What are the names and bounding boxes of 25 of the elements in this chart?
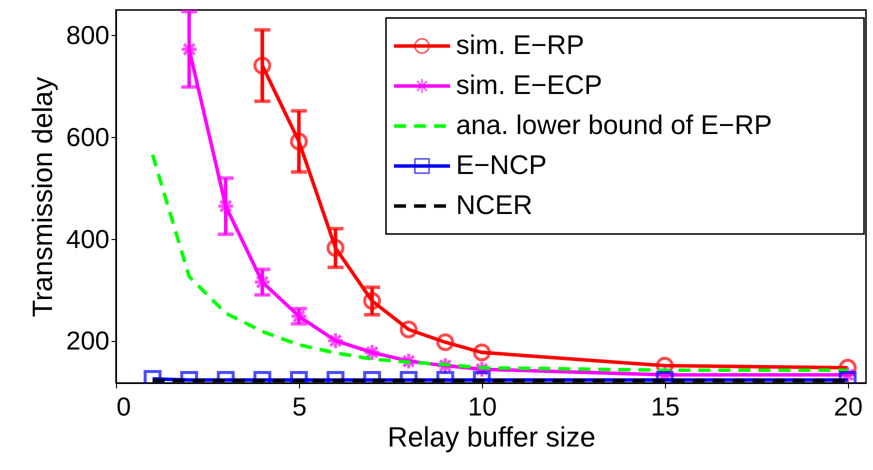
point: [472, 344, 491, 362]
x-tick-label: 5: [292, 392, 307, 422]
x-tick-label: 10: [468, 392, 497, 422]
legend-label: NCER: [456, 190, 533, 220]
x-axis-title: Relay buffer size: [387, 422, 596, 452]
y-tick-label: 600: [66, 122, 110, 152]
legend-label: sim. E−RP: [456, 30, 584, 60]
y-tick-label: 800: [66, 20, 110, 50]
x-tick-label: 0: [116, 392, 131, 422]
legend-label: E−NCP: [456, 150, 547, 180]
point: [436, 333, 454, 352]
point: [326, 239, 344, 257]
point: [400, 320, 418, 338]
y-axis-title: Transmission delay: [27, 76, 58, 318]
point: [326, 332, 344, 350]
point: [363, 344, 382, 362]
point: [363, 292, 382, 310]
y-tick-label: 200: [66, 326, 110, 356]
point: [290, 132, 308, 150]
y-tick-label: 400: [66, 224, 110, 254]
x-tick-label: 15: [650, 392, 680, 422]
legend-label: ana. lower bound of E−RP: [456, 110, 772, 140]
legend-label: sim. E−ECP: [456, 70, 602, 100]
x-tick-label: 20: [834, 392, 863, 422]
point: [253, 56, 272, 74]
